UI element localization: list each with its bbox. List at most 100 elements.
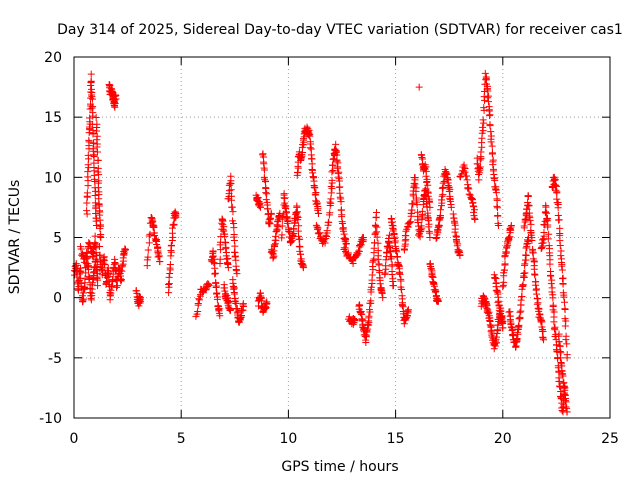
data-point	[562, 336, 570, 344]
data-point	[386, 243, 394, 251]
data-point	[212, 282, 220, 290]
data-point	[267, 209, 275, 217]
data-point	[94, 270, 102, 278]
data-point	[397, 277, 405, 285]
data-point	[144, 246, 152, 254]
data-point	[353, 251, 361, 259]
data-point	[239, 300, 247, 308]
data-point	[517, 307, 525, 315]
data-point	[337, 206, 345, 214]
data-point	[314, 206, 322, 214]
data-point	[371, 221, 379, 229]
data-point	[523, 205, 531, 213]
data-point	[505, 308, 513, 316]
data-point	[516, 315, 524, 323]
data-point	[376, 280, 384, 288]
data-point	[111, 259, 119, 267]
data-point	[563, 408, 571, 416]
data-point	[560, 298, 568, 306]
data-point	[378, 289, 386, 297]
data-point	[494, 212, 502, 220]
data-point	[262, 304, 270, 312]
data-point	[228, 196, 236, 204]
data-point	[415, 83, 423, 91]
data-point	[329, 155, 337, 163]
data-point	[230, 224, 238, 232]
data-point	[334, 163, 342, 171]
data-point	[339, 227, 347, 235]
data-point	[463, 176, 471, 184]
data-point	[326, 198, 334, 206]
data-point	[100, 256, 108, 264]
data-point	[228, 203, 236, 211]
data-point	[320, 236, 328, 244]
data-point	[121, 245, 129, 253]
data-point	[356, 302, 364, 310]
data-point	[521, 269, 529, 277]
data-point	[278, 231, 286, 239]
data-point	[461, 168, 469, 176]
data-point	[224, 264, 232, 272]
data-point	[431, 288, 439, 296]
data-point	[385, 231, 393, 239]
data-point	[194, 308, 202, 316]
data-point	[93, 221, 101, 229]
ticks: 0 5 10 15 20 25 -10 -5 0 5 10 15 20	[39, 50, 619, 447]
data-point	[221, 284, 229, 292]
data-point	[427, 265, 435, 273]
data-point	[145, 239, 153, 247]
data-point	[398, 302, 406, 310]
data-point	[107, 286, 115, 294]
y-axis-label: SDTVAR / TECUs	[7, 180, 23, 295]
data-point	[92, 127, 100, 135]
data-point	[528, 237, 536, 245]
data-point	[216, 312, 224, 320]
data-point	[327, 195, 335, 203]
data-point	[562, 403, 570, 411]
data-point	[438, 184, 446, 192]
data-point	[209, 252, 217, 260]
chart-title: Day 314 of 2025, Sidereal Day-to-day VTE…	[57, 22, 623, 38]
data-point	[544, 223, 552, 231]
data-point	[272, 232, 280, 240]
data-point	[309, 166, 317, 174]
data-point	[232, 256, 240, 264]
data-point	[83, 199, 91, 207]
data-point	[435, 222, 443, 230]
data-point	[526, 216, 534, 224]
data-point	[492, 189, 500, 197]
data-point	[450, 214, 458, 222]
data-point	[527, 220, 535, 228]
data-point	[331, 145, 339, 153]
data-point	[533, 300, 541, 308]
data-point	[84, 168, 92, 176]
data-point	[88, 104, 96, 112]
data-point	[538, 236, 546, 244]
y-tick-label: -10	[39, 411, 62, 427]
data-point	[121, 246, 129, 254]
data-point	[475, 176, 483, 184]
data-point	[146, 230, 154, 238]
data-point	[522, 251, 530, 259]
data-point	[408, 206, 416, 214]
data-point	[86, 274, 94, 282]
data-point	[415, 231, 423, 239]
data-point	[395, 269, 403, 277]
data-point	[358, 315, 366, 323]
data-point	[310, 173, 318, 181]
data-point	[493, 204, 501, 212]
data-point	[296, 235, 304, 243]
data-point	[195, 296, 203, 304]
data-point	[327, 189, 335, 197]
data-point	[270, 247, 278, 255]
data-point	[411, 180, 419, 188]
data-point	[113, 283, 121, 291]
data-point	[90, 153, 98, 161]
data-point	[297, 250, 305, 258]
x-axis-label: GPS time / hours	[281, 459, 398, 475]
data-point	[222, 243, 230, 251]
data-point	[556, 242, 564, 250]
data-point	[477, 148, 485, 156]
data-point	[151, 231, 159, 239]
data-point	[499, 318, 507, 326]
